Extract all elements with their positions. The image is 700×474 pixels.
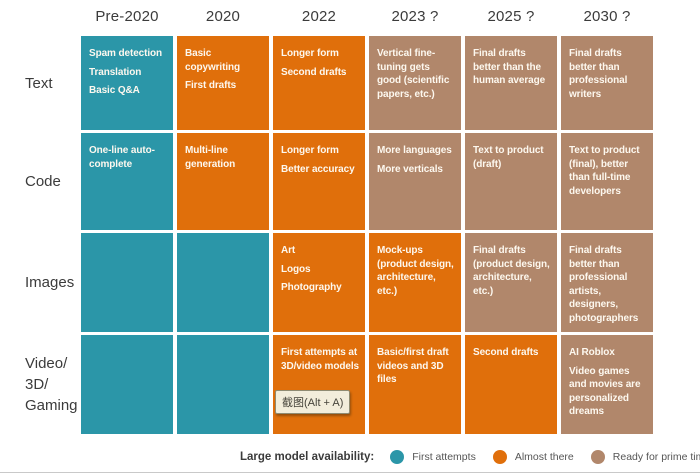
cell-video-2022: First attempts at 3D/video models	[273, 335, 365, 434]
row-label-code: Code	[25, 173, 61, 190]
cell-item: Longer form	[281, 48, 339, 59]
almost-there-dot-icon	[492, 450, 507, 464]
screenshot-tooltip: 截图(Alt + A)	[275, 390, 351, 414]
cell-video-2025: Second drafts	[465, 335, 557, 434]
cell-images-2025: Final drafts (product design, architectu…	[465, 233, 557, 332]
cell-code-2030: Text to product (final), better than ful…	[561, 133, 653, 230]
cell-code-2025: Text to product (draft)	[465, 133, 557, 230]
cell-images-2030: Final drafts better than professional ar…	[561, 233, 653, 332]
cell-item: Spam detection	[89, 48, 163, 59]
cell-text-2025: Final drafts better than the human avera…	[465, 36, 557, 130]
row-label-text: Text	[25, 74, 53, 92]
cell-video-2023: Basic/first draft videos and 3D files	[369, 335, 461, 434]
cell-text-2030: Final drafts better than professional wr…	[561, 36, 653, 130]
column-header-pre2020: Pre-2020	[95, 8, 159, 25]
legend-item-ready-for-prime-time: Ready for prime time	[590, 450, 700, 464]
cell-item: First attempts at 3D/video models	[281, 347, 359, 372]
cell-item: Basic Q&A	[89, 85, 140, 96]
legend: Large model availability: First attempts…	[240, 445, 700, 469]
legend-item-first-attempts: First attempts	[390, 450, 476, 464]
legend-title: Large model availability:	[240, 451, 375, 463]
row-label-video-3d-gaming: Video/ 3D/ Gaming	[25, 355, 78, 414]
cell-images-2022: Art Logos Photography	[273, 233, 365, 332]
cell-item: Photography	[281, 282, 342, 293]
column-header-2022: 2022	[301, 8, 337, 25]
cell-code-pre2020: One-line auto-complete	[81, 133, 173, 230]
row-label-images: Images	[25, 274, 75, 291]
availability-table: Pre-2020 2020 2022 2023 ? 2025 ? 2030 ? …	[0, 0, 653, 434]
cell-video-2020	[177, 335, 269, 434]
cell-images-2023: Mock-ups (product design, architecture, …	[369, 233, 461, 332]
cell-item: More verticals	[377, 163, 443, 175]
cell-item: Basic/first draft videos and 3D files	[377, 347, 449, 385]
cell-video-pre2020	[81, 335, 173, 434]
table-corner-spacer	[0, 0, 77, 33]
cell-item: Logos	[281, 263, 311, 275]
cell-item: Longer form	[281, 145, 339, 156]
cell-item: Basic copywriting	[185, 48, 241, 73]
cell-text-2022: Longer form Second drafts	[273, 36, 365, 130]
cell-text-2020: Basic copywriting First drafts	[177, 36, 269, 130]
column-header-2023: 2023 ?	[391, 8, 439, 25]
bottom-divider	[0, 472, 700, 473]
cell-text-2023: Vertical fine-tuning gets good (scientif…	[369, 36, 461, 130]
first-attempts-dot-icon	[390, 450, 405, 464]
cell-item: Second drafts	[473, 347, 539, 358]
cell-item: Text to product (draft)	[473, 145, 544, 170]
cell-item: Second drafts	[281, 66, 347, 78]
cell-item: Multi-line generation	[185, 145, 236, 170]
cell-item: Mock-ups (product design, architecture, …	[377, 245, 454, 297]
cell-item: First drafts	[185, 80, 237, 91]
column-header-2030: 2030 ?	[583, 8, 631, 25]
cell-item: Video games and movies are personalized …	[569, 365, 641, 418]
cell-text-pre2020: Spam detection Translation Basic Q&A	[81, 36, 173, 130]
cell-item: Text to product (final), better than ful…	[569, 145, 640, 197]
cell-code-2022: Longer form Better accuracy	[273, 133, 365, 230]
cell-item: More languages	[377, 145, 452, 156]
cell-item: Vertical fine-tuning gets good (scientif…	[377, 48, 450, 100]
column-header-2020: 2020	[205, 8, 241, 25]
cell-item: AI Roblox	[569, 347, 615, 358]
cell-item: Final drafts better than professional ar…	[569, 245, 639, 324]
cell-images-pre2020	[81, 233, 173, 332]
cell-item: Final drafts better than the human avera…	[473, 48, 546, 86]
cell-code-2020: Multi-line generation	[177, 133, 269, 230]
cell-item: Final drafts better than professional wr…	[569, 48, 628, 100]
cell-item: Final drafts (product design, architectu…	[473, 245, 550, 297]
ready-for-prime-time-dot-icon	[590, 450, 605, 464]
legend-item-almost-there: Almost there	[492, 450, 574, 464]
cell-video-2030: AI Roblox Video games and movies are per…	[561, 335, 653, 434]
cell-item: Art	[281, 245, 296, 256]
cell-item: Better accuracy	[281, 163, 355, 175]
cell-images-2020	[177, 233, 269, 332]
cell-item: Translation	[89, 66, 142, 78]
cell-code-2023: More languages More verticals	[369, 133, 461, 230]
column-header-2025: 2025 ?	[487, 8, 535, 25]
cell-item: One-line auto-complete	[89, 145, 155, 170]
